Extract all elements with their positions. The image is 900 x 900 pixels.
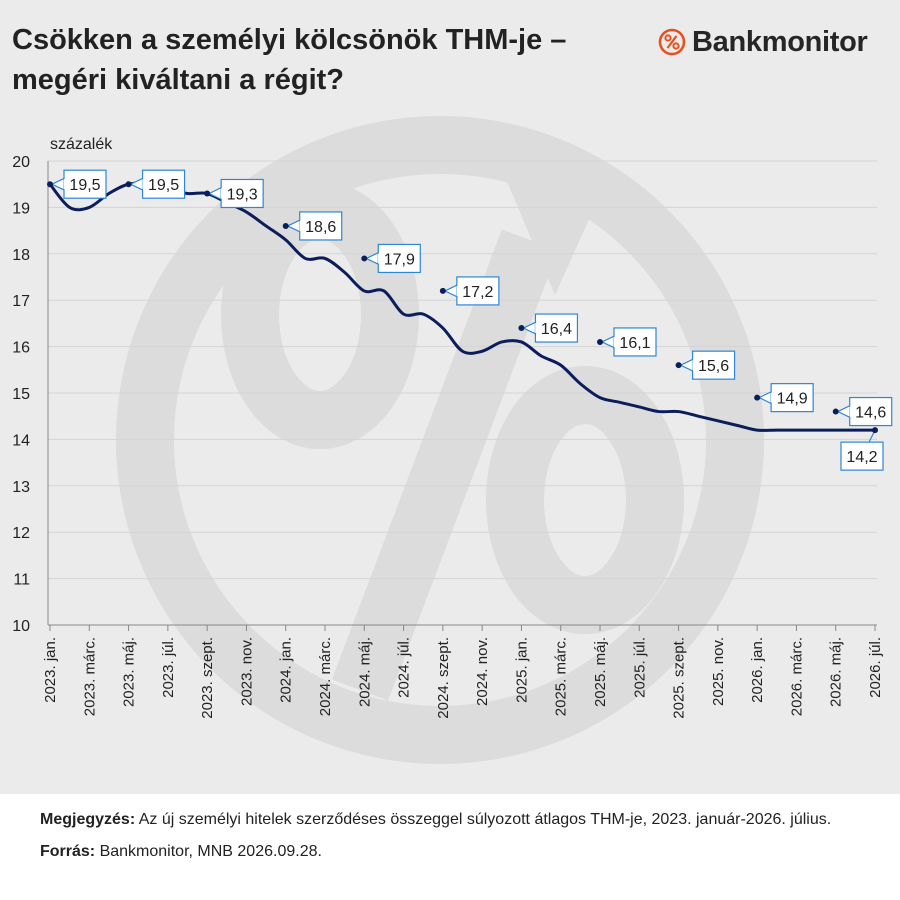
x-tick-label: 2025. júl. — [631, 637, 648, 698]
x-tick-label: 2024. márc. — [317, 637, 334, 716]
y-tick-label: 17 — [12, 293, 30, 310]
annotation-pointer — [522, 321, 537, 335]
data-point — [439, 287, 446, 294]
x-tick-label: 2023. jan. — [42, 637, 59, 703]
x-tick-label: 2025. nov. — [710, 637, 727, 706]
data-point — [675, 362, 682, 369]
note-text: Az új személyi hitelek szerződéses össze… — [138, 811, 832, 828]
series-line — [48, 181, 877, 432]
x-tick-label: 2023. márc. — [81, 637, 98, 716]
x-tick-label: 2024. nov. — [474, 637, 491, 706]
y-tick-label: 16 — [12, 340, 30, 357]
data-label: 16,1 — [619, 335, 650, 352]
data-point — [518, 325, 525, 332]
footer: Megjegyzés: Az új személyi hitelek szerz… — [40, 808, 885, 864]
annotation-box — [534, 313, 579, 343]
x-tick-label: 2025. jan. — [513, 637, 530, 703]
y-tick-label: 20 — [12, 154, 30, 171]
logo-text: Bankmonitor — [692, 25, 868, 58]
data-label: 19,5 — [148, 177, 179, 194]
annotation-pointer — [286, 219, 301, 233]
annotation-box — [377, 243, 421, 274]
y-tick-label: 18 — [12, 247, 30, 264]
x-tick-label: 2024. máj. — [356, 637, 373, 707]
source: Forrás: Bankmonitor, MNB 2026.09.28. — [40, 840, 885, 864]
data-label: 14,9 — [777, 391, 808, 408]
y-tick-label: 12 — [12, 525, 30, 542]
annotation-box — [220, 178, 264, 209]
data-label: 18,6 — [305, 219, 336, 236]
data-label: 19,5 — [69, 177, 100, 194]
note: Megjegyzés: Az új személyi hitelek szerz… — [40, 808, 885, 832]
chart-title: Csökken a személyi kölcsönök THM-je – me… — [12, 24, 567, 96]
data-label: 17,2 — [462, 284, 493, 301]
annotation-box — [141, 169, 186, 199]
data-point — [204, 190, 211, 197]
x-tick-label: 2026. máj. — [828, 637, 845, 707]
y-tick-label: 19 — [12, 200, 30, 217]
source-text: Bankmonitor, MNB 2026.09.28. — [99, 843, 322, 860]
x-tick-label: 2024. szept. — [435, 637, 452, 719]
x-tick-label: 2026. júl. — [867, 637, 884, 698]
x-tick-label: 2023. máj. — [121, 637, 138, 707]
y-tick-label: 11 — [13, 572, 30, 589]
data-point — [125, 181, 132, 188]
data-label: 15,6 — [698, 358, 729, 375]
data-label: 14,6 — [855, 405, 886, 422]
y-axis-label: százalék — [50, 136, 113, 153]
x-tick-label: 2025. máj. — [592, 637, 609, 707]
y-tick-label: 10 — [12, 618, 30, 635]
chart-panel: Csökken a személyi kölcsönök THM-je – me… — [0, 0, 900, 794]
data-point — [754, 394, 761, 401]
percent-watermark-icon — [116, 116, 764, 764]
data-point — [872, 427, 878, 434]
annotation-pointer — [679, 358, 694, 373]
data-label: 16,4 — [541, 321, 572, 338]
x-tick-label: 2025. márc. — [553, 637, 570, 716]
y-tick-label: 13 — [12, 479, 30, 496]
x-tick-label: 2024. júl. — [396, 637, 413, 698]
x-tick-label: 2026. jan. — [749, 637, 766, 703]
data-point — [361, 255, 368, 262]
annotation-box — [840, 441, 884, 471]
line-chart: 10 11 12 13 14 15 16 17 18 19 20 százalék 2023. jan.… — [12, 136, 893, 719]
data-point — [597, 338, 603, 345]
bankmonitor-logo: Bankmonitor — [658, 25, 868, 59]
annotation-pointer — [129, 177, 144, 192]
y-tick-label: 15 — [12, 386, 30, 403]
data-point — [282, 222, 289, 229]
data-point — [47, 181, 53, 188]
data-point — [832, 408, 839, 415]
annotation-box — [691, 350, 736, 380]
annotation-pointer — [443, 283, 458, 298]
x-tick-label: 2023. szept. — [199, 637, 216, 719]
note-label: Megjegyzés: — [40, 811, 136, 828]
source-label: Forrás: — [40, 843, 96, 860]
x-tick-label: 2024. jan. — [278, 637, 295, 703]
annotation-pointer — [836, 404, 851, 419]
data-label: 14,2 — [846, 449, 877, 466]
data-label: 19,3 — [227, 186, 258, 203]
x-tick-label: 2025. szept. — [671, 637, 688, 719]
x-tick-label: 2023. nov. — [238, 637, 255, 706]
x-tick-label: 2023. júl. — [160, 637, 177, 698]
y-tick-label: 14 — [12, 432, 30, 449]
data-label: 17,9 — [384, 251, 415, 268]
x-tick-label: 2026. márc. — [788, 637, 805, 716]
percent-circle-icon — [658, 28, 686, 56]
